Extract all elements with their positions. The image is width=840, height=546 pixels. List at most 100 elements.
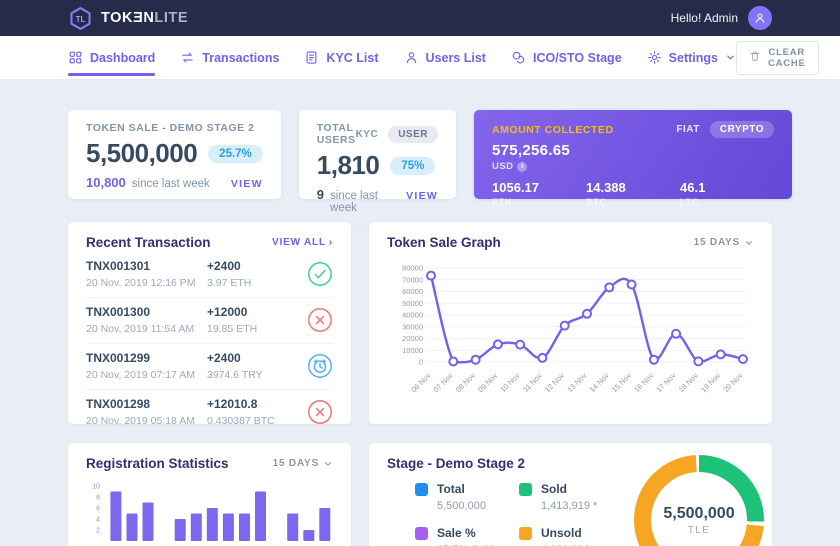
main-nav: Dashboard Transactions KYC List Users List I… [0,36,840,80]
tab-crypto[interactable]: CRYPTO [709,121,774,138]
svg-text:TL: TL [76,14,86,23]
svg-text:06 Nov: 06 Nov [409,371,432,394]
nav-item-kyc-list[interactable]: KYC List [304,36,379,79]
legend-label: Unsold [541,526,582,540]
grid-icon [68,50,83,65]
svg-text:0: 0 [419,358,423,367]
clear-cache-button[interactable]: CLEAR CACHE [735,40,819,75]
svg-text:10 Nov: 10 Nov [498,371,521,394]
legend-label: Sold [541,482,567,496]
trash-icon [749,50,761,65]
transaction-date: 20 Nov, 2019 12:16 PM [86,277,196,289]
status-pending-icon [307,353,333,379]
svg-text:10000: 10000 [402,346,423,355]
tab-fiat[interactable]: FIAT [676,124,700,135]
avatar[interactable] [748,6,772,30]
legend-value: 1,413,919 * [541,500,598,512]
nav-item-settings[interactable]: Settings [647,36,736,79]
coins-icon [511,50,526,65]
svg-text:20 Nov: 20 Nov [721,371,744,394]
amount-currency-label: USD [492,161,514,172]
transaction-converted: 3974.6 TRY [207,369,263,381]
brand-logo[interactable]: TL TOKƎNLITE [68,6,188,31]
transaction-converted: 19.85 ETH [207,323,258,335]
total-users-view-link[interactable]: VIEW [406,190,438,202]
token-sale-graph-card: Token Sale Graph 15 DAYS 0 10000 20000 3000… [369,222,772,424]
svg-text:13 Nov: 13 Nov [565,371,588,394]
topbar: TL TOKƎNLITE Hello! Admin [0,0,840,36]
chevron-down-icon [325,461,331,466]
token-sale-card: TOKEN SALE - DEMO STAGE 2 5,500,000 25.7… [68,110,281,199]
transaction-row[interactable]: TNX001300 20 Nov, 2019 11:54 AM +12000 19.8… [86,298,333,344]
nav-item-label: KYC List [326,50,379,65]
donut-center-value: 5,500,000 [663,504,735,522]
nav-item-label: Dashboard [90,50,156,65]
svg-text:12 Nov: 12 Nov [543,371,566,394]
stage-title: Stage - Demo Stage 2 [387,456,526,471]
svg-text:70000: 70000 [402,275,423,284]
total-users-delta: 9 [316,187,325,202]
view-all-link[interactable]: VIEW ALL › [272,237,333,248]
transaction-id: TNX001299 [86,351,151,365]
stage-card: Stage - Demo Stage 2 Total 5,500,000 Sold 1… [369,443,772,546]
legend-label: Total [437,482,465,496]
stage-donut-chart: 5,500,000 TLE [634,455,764,546]
token-graph-range-dropdown[interactable]: 15 DAYS [694,237,754,248]
registration-statistics-title: Registration Statistics [86,456,229,471]
svg-text:4: 4 [96,517,100,524]
nav-item-label: Users List [425,50,486,65]
transaction-id: TNX001298 [86,397,151,411]
info-icon[interactable]: i [517,161,528,172]
transaction-row[interactable]: TNX001299 20 Nov, 2019 07:17 AM +2400 3974.… [86,344,333,390]
crypto-value: 46.1 [680,180,706,195]
token-sale-percent-badge: 25.7% [208,144,263,163]
token-sale-view-link[interactable]: VIEW [230,178,263,190]
transaction-list: TNX001301 20 Nov, 2019 12:16 PM +2400 3.97 … [86,252,333,435]
crypto-amount-btc: 14.388 BTC [586,180,680,207]
svg-text:2: 2 [96,528,100,535]
svg-text:18 Nov: 18 Nov [677,371,700,394]
transaction-amount: +2400 [207,259,241,273]
svg-text:16 Nov: 16 Nov [632,371,655,394]
status-canceled-icon [307,399,333,425]
legend-item-total: Total 5,500,000 [415,482,519,512]
greeting-text: Hello! Admin [670,11,738,25]
token-sale-delta: 10,800 [86,175,126,190]
legend-swatch [415,483,428,496]
legend-item-unsold: Unsold 4,086,082 [519,526,659,546]
svg-text:14 Nov: 14 Nov [588,371,611,394]
transaction-converted: 0.430387 BTC [207,415,275,427]
crypto-value: 1056.17 [492,180,539,195]
nav-item-label: ICO/STO Stage [532,50,622,65]
svg-text:8: 8 [96,495,100,502]
amount-collected-card: AMOUNT COLLECTED FIAT CRYPTO 575,256.65 … [474,110,792,207]
file-icon [304,50,319,65]
crypto-label: ETH [492,197,513,207]
nav-item-transactions[interactable]: Transactions [180,36,279,79]
tab-kyc[interactable]: KYC [355,128,379,140]
gear-icon [647,50,662,65]
registration-range-dropdown[interactable]: 15 DAYS [273,458,333,469]
transaction-row[interactable]: TNX001298 20 Nov, 2019 05:18 AM +12010.8 0.… [86,390,333,435]
crypto-value: 14.388 [586,180,626,195]
total-users-percent-badge: 75% [390,156,436,175]
transaction-amount: +12010.8 [207,397,258,411]
svg-text:17 Nov: 17 Nov [654,371,677,394]
tab-user[interactable]: USER [388,125,438,143]
crypto-amount-eth: 1056.17 ETH [492,180,586,207]
transaction-converted: 3.97 ETH [207,277,252,289]
transaction-amount: +12000 [207,305,248,319]
nav-item-users-list[interactable]: Users List [404,36,486,79]
svg-text:07 Nov: 07 Nov [432,371,455,394]
crypto-amount-ltc: 46.1 LTC [680,180,774,207]
transaction-row[interactable]: TNX001301 20 Nov, 2019 12:16 PM +2400 3.97 … [86,252,333,298]
token-sale-title: TOKEN SALE - DEMO STAGE 2 [86,122,255,134]
donut-center-label: TLE [687,524,711,536]
nav-item-ico-sto-stage[interactable]: ICO/STO Stage [511,36,622,79]
token-sale-delta-note: since last week [131,178,210,190]
nav-item-dashboard[interactable]: Dashboard [68,36,156,79]
transaction-date: 20 Nov, 2019 05:18 AM [86,415,195,427]
recent-transactions-card: Recent Transaction VIEW ALL › TNX001301 2… [68,222,351,427]
legend-item-sold: Sold 1,413,919 * [519,482,659,512]
svg-text:80000: 80000 [402,264,423,273]
